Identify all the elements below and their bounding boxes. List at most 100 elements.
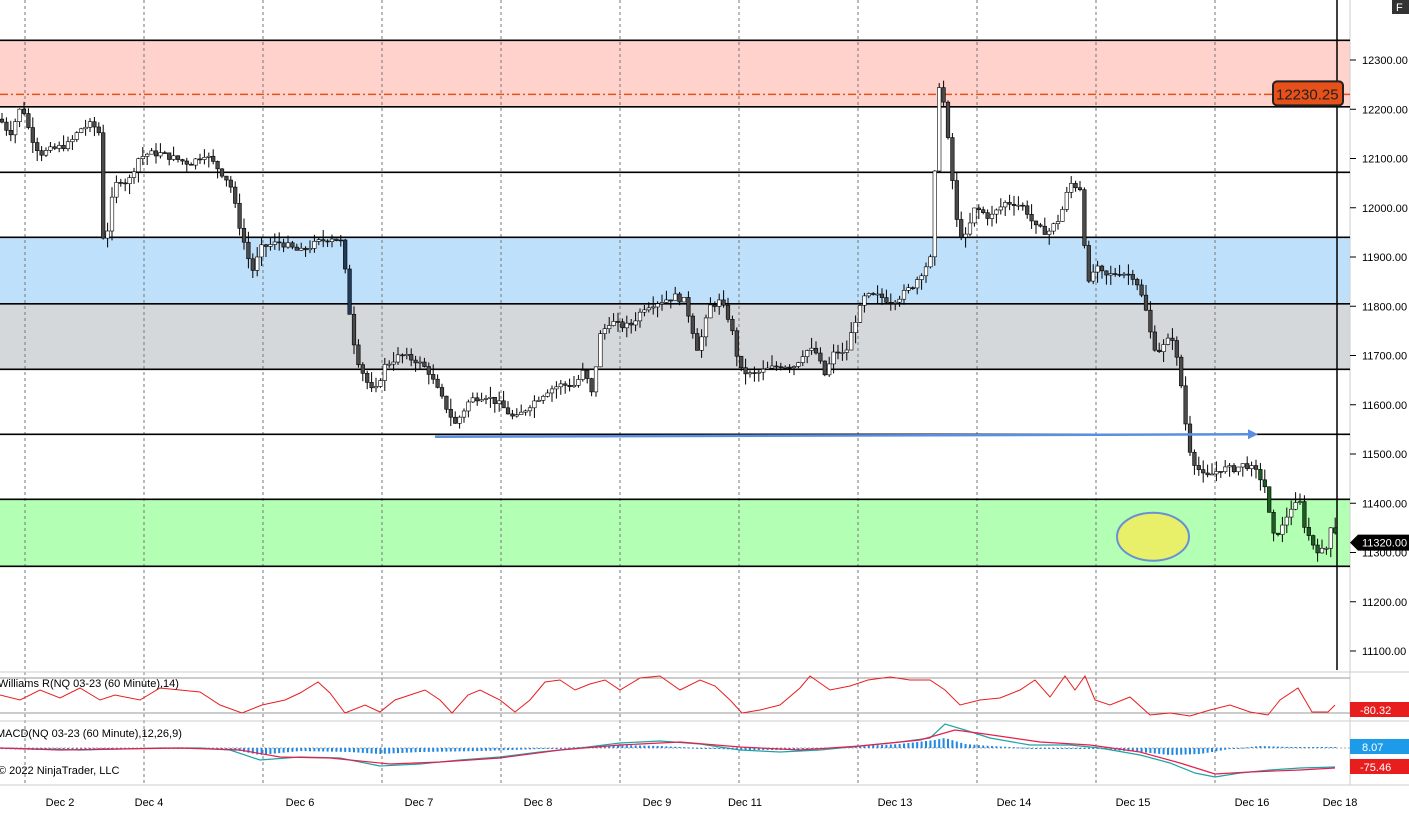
trend-arrow-line[interactable]: [434, 433, 1251, 439]
candle: [382, 357, 387, 392]
macd-badge-1-bg: [1350, 739, 1409, 754]
macd-histogram-bar: [1299, 747, 1301, 748]
candle: [1236, 466, 1241, 476]
trend-arrow-head[interactable]: [1248, 429, 1258, 440]
macd-histogram-bar: [1241, 747, 1244, 749]
candle-body: [114, 182, 119, 198]
candle: [769, 355, 775, 370]
macd-histogram-bar: [111, 748, 113, 749]
candle-body: [466, 401, 471, 412]
macd-histogram-bar: [1074, 748, 1077, 749]
candle: [651, 296, 656, 315]
candle: [193, 157, 198, 170]
candle: [299, 242, 304, 251]
price-tick-label: 11900.00: [1362, 252, 1407, 264]
candle: [1148, 301, 1153, 339]
candle: [325, 239, 330, 247]
corner-badge[interactable]: F: [1392, 0, 1409, 14]
candle: [189, 162, 194, 166]
candle: [818, 347, 823, 364]
macd-histogram-bar: [793, 748, 795, 750]
candle-body: [721, 299, 726, 306]
candle-body: [180, 159, 185, 162]
candle-body: [523, 410, 528, 413]
williams-r-badge[interactable]: -80.32: [1350, 702, 1409, 717]
candle: [950, 133, 955, 190]
candle-body: [501, 400, 506, 409]
candle-body: [461, 410, 467, 418]
candle: [1143, 284, 1149, 312]
candle: [35, 137, 40, 162]
candle-body: [593, 366, 599, 393]
last-price-badge[interactable]: 11320.00: [1350, 534, 1409, 551]
candle: [175, 155, 181, 163]
candle: [611, 313, 616, 327]
candle: [1170, 328, 1175, 350]
candle-body: [554, 386, 559, 390]
candle-body: [52, 146, 57, 149]
candle-body: [541, 396, 546, 401]
price-tick-label: 11700.00: [1362, 351, 1407, 363]
macd-histogram-bar: [529, 748, 531, 750]
candle: [615, 312, 621, 332]
dash-line-badge[interactable]: 12230.25: [1272, 80, 1344, 107]
candle-body: [510, 413, 515, 417]
macd-histogram-bar: [383, 748, 386, 754]
candle: [483, 395, 489, 405]
candle-body: [818, 352, 823, 362]
macd-histogram-bar: [414, 748, 417, 753]
macd-histogram-bar: [388, 748, 391, 754]
candle: [1267, 486, 1272, 513]
candle-body: [268, 244, 273, 247]
macd-badge-1[interactable]: 8.07: [1350, 739, 1409, 754]
price-tick-label: 11600.00: [1362, 400, 1407, 412]
macd-histogram-bar: [1039, 748, 1042, 749]
candle-body: [756, 371, 761, 374]
candle: [1231, 463, 1237, 474]
macd-badge-2[interactable]: -75.46: [1350, 759, 1409, 774]
candle: [932, 170, 937, 266]
candle: [862, 292, 867, 313]
candle: [215, 160, 220, 179]
candle: [479, 392, 484, 402]
candle-body: [1033, 220, 1039, 226]
candle: [329, 234, 335, 248]
candle-body: [932, 170, 937, 258]
macd-histogram-bar: [454, 748, 457, 752]
candle: [739, 355, 744, 372]
macd-histogram-bar: [1167, 748, 1169, 755]
candle-body: [695, 333, 700, 351]
candle-body: [351, 314, 357, 346]
time-tick-label: Dec 14: [997, 797, 1032, 809]
candle: [65, 136, 71, 152]
candle-body: [972, 207, 977, 224]
candle: [906, 283, 911, 294]
candle: [1161, 339, 1166, 363]
candle: [1077, 181, 1083, 192]
candle-body: [598, 333, 603, 368]
candle: [761, 360, 766, 381]
candle: [519, 404, 524, 415]
macd-histogram-bar: [634, 745, 637, 748]
candle: [1003, 200, 1008, 217]
candle-body: [1095, 265, 1100, 273]
candle: [281, 238, 286, 253]
candle-body: [0, 118, 5, 123]
candle: [1183, 376, 1188, 431]
candle: [884, 289, 889, 305]
candle-body: [475, 397, 480, 402]
candle: [690, 313, 695, 339]
candle-body: [48, 146, 53, 151]
candle: [1157, 342, 1162, 353]
candle: [391, 352, 396, 371]
macd-histogram-bar: [1224, 748, 1227, 750]
highlight-ellipse[interactable]: [1116, 511, 1190, 562]
candle: [800, 350, 805, 367]
candle: [853, 315, 858, 344]
candle-body: [853, 322, 858, 334]
macd-histogram-bar: [304, 748, 307, 752]
candle-body: [1302, 501, 1307, 528]
candle-body: [844, 349, 849, 353]
candle-body: [87, 121, 93, 128]
